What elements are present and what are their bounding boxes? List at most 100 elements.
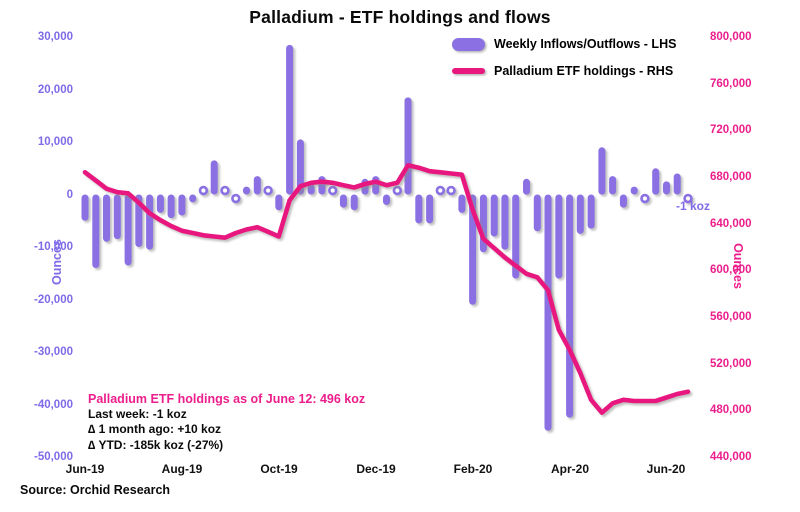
flow-bar bbox=[167, 194, 175, 219]
weekly-flows-bars bbox=[81, 44, 693, 431]
flow-bar bbox=[490, 194, 498, 237]
flow-bar bbox=[286, 44, 294, 195]
annotation-last-week: Last week: -1 koz bbox=[88, 407, 187, 422]
annotation-ytd-delta: ∆ YTD: -185k koz (-27%) bbox=[88, 437, 224, 452]
flow-bar bbox=[609, 176, 617, 195]
legend-label-flows: Weekly Inflows/Outflows - LHS bbox=[494, 37, 677, 51]
rhs-tick-label: 560,000 bbox=[710, 311, 752, 323]
flow-bar bbox=[683, 193, 693, 204]
rhs-tick-label: 640,000 bbox=[710, 218, 752, 230]
flow-bar bbox=[587, 194, 595, 229]
flow-bar bbox=[156, 194, 164, 213]
lhs-tick-label: 20,000 bbox=[37, 84, 73, 96]
flow-bar bbox=[198, 185, 209, 196]
flow-bar bbox=[566, 194, 574, 418]
flow-bar bbox=[113, 194, 121, 240]
source-credit: Source: Orchid Research bbox=[20, 483, 171, 497]
flow-bar bbox=[446, 185, 456, 196]
flow-bar bbox=[555, 194, 563, 279]
flow-bar bbox=[81, 194, 89, 221]
rhs-tick-label: 760,000 bbox=[710, 78, 752, 90]
flow-bar bbox=[263, 185, 273, 196]
x-tick-label: Jun-19 bbox=[65, 462, 105, 476]
flow-bar bbox=[189, 194, 197, 203]
rhs-tick-label: 720,000 bbox=[710, 124, 752, 136]
flow-bar bbox=[533, 194, 541, 232]
flow-bar bbox=[544, 194, 552, 431]
flow-bar bbox=[458, 194, 466, 213]
flow-bar bbox=[576, 194, 584, 234]
annotation-block: Palladium ETF holdings as of June 12: 49… bbox=[88, 392, 365, 453]
flow-bar bbox=[328, 185, 338, 196]
flow-bar bbox=[501, 194, 509, 250]
line-swatch-icon bbox=[452, 68, 485, 74]
rhs-tick-label: 680,000 bbox=[710, 171, 752, 183]
flow-bar bbox=[663, 181, 670, 195]
holdings-line bbox=[82, 163, 691, 416]
flow-bar bbox=[426, 194, 434, 224]
flow-bar bbox=[124, 194, 132, 266]
flow-bar bbox=[619, 194, 627, 208]
rhs-tick-label: 480,000 bbox=[710, 404, 752, 416]
legend: Weekly Inflows/Outflows - LHS Palladium … bbox=[452, 34, 676, 88]
flow-bar bbox=[350, 194, 358, 211]
last-bar-value-label: -1 koz bbox=[675, 199, 710, 213]
rhs-tick-label: 800,000 bbox=[710, 31, 752, 43]
flow-bar bbox=[392, 185, 402, 196]
lhs-tick-label: -20,000 bbox=[33, 294, 73, 306]
x-tick-label: Feb-20 bbox=[453, 462, 493, 476]
flow-bar bbox=[135, 194, 143, 247]
lhs-tick-label: 30,000 bbox=[37, 31, 73, 43]
flow-bar bbox=[512, 194, 520, 279]
flow-bar bbox=[243, 186, 250, 195]
flow-bar bbox=[673, 173, 681, 195]
flow-bar bbox=[231, 193, 241, 204]
flow-bar bbox=[318, 176, 326, 195]
flow-bar bbox=[92, 194, 100, 268]
lhs-tick-label: -10,000 bbox=[33, 241, 73, 253]
lhs-tick-label: -50,000 bbox=[33, 451, 73, 463]
flow-bar bbox=[383, 194, 390, 205]
lhs-tick-label: -40,000 bbox=[33, 399, 73, 411]
x-tick-label: Oct-19 bbox=[260, 462, 298, 476]
flow-bar bbox=[652, 168, 660, 195]
flow-bar bbox=[103, 194, 110, 242]
flow-bar bbox=[146, 194, 154, 250]
legend-label-holdings: Palladium ETF holdings - RHS bbox=[494, 64, 674, 78]
flow-bar bbox=[253, 176, 261, 195]
flow-bar bbox=[372, 176, 380, 195]
chart-title: Palladium - ETF holdings and flows bbox=[249, 7, 551, 27]
flow-bar bbox=[469, 194, 477, 305]
flow-bar bbox=[640, 193, 650, 204]
flow-bar bbox=[404, 97, 412, 195]
lhs-tick-label: 0 bbox=[66, 189, 73, 201]
flow-bar bbox=[275, 194, 283, 211]
x-tick-label: Jun-20 bbox=[646, 462, 686, 476]
rhs-tick-label: 440,000 bbox=[710, 451, 752, 463]
bar-swatch-icon bbox=[452, 37, 485, 51]
flow-bar bbox=[435, 185, 445, 196]
x-tick-label: Dec-19 bbox=[356, 462, 396, 476]
annotation-month-delta: ∆ 1 month ago: +10 koz bbox=[88, 422, 222, 437]
lhs-tick-label: 10,000 bbox=[37, 136, 73, 148]
flow-bar bbox=[630, 186, 638, 195]
flow-bar bbox=[598, 147, 606, 195]
flow-bar bbox=[523, 178, 530, 195]
flow-bar bbox=[296, 139, 304, 195]
x-tick-label: Aug-19 bbox=[161, 462, 203, 476]
flow-bar bbox=[178, 194, 186, 216]
rhs-tick-label: 520,000 bbox=[710, 358, 752, 370]
flow-bar bbox=[220, 185, 230, 196]
legend-item-holdings: Palladium ETF holdings - RHS bbox=[452, 61, 676, 81]
flow-bar bbox=[415, 194, 423, 224]
annotation-heading: Palladium ETF holdings as of June 12: 49… bbox=[88, 392, 366, 406]
rhs-tick-label: 600,000 bbox=[710, 264, 752, 276]
x-tick-label: Apr-20 bbox=[550, 462, 589, 476]
flow-bar bbox=[210, 160, 218, 195]
flow-bar bbox=[307, 184, 315, 195]
flow-bar bbox=[339, 194, 347, 208]
legend-item-flows: Weekly Inflows/Outflows - LHS bbox=[452, 34, 676, 54]
lhs-tick-label: -30,000 bbox=[33, 346, 73, 358]
